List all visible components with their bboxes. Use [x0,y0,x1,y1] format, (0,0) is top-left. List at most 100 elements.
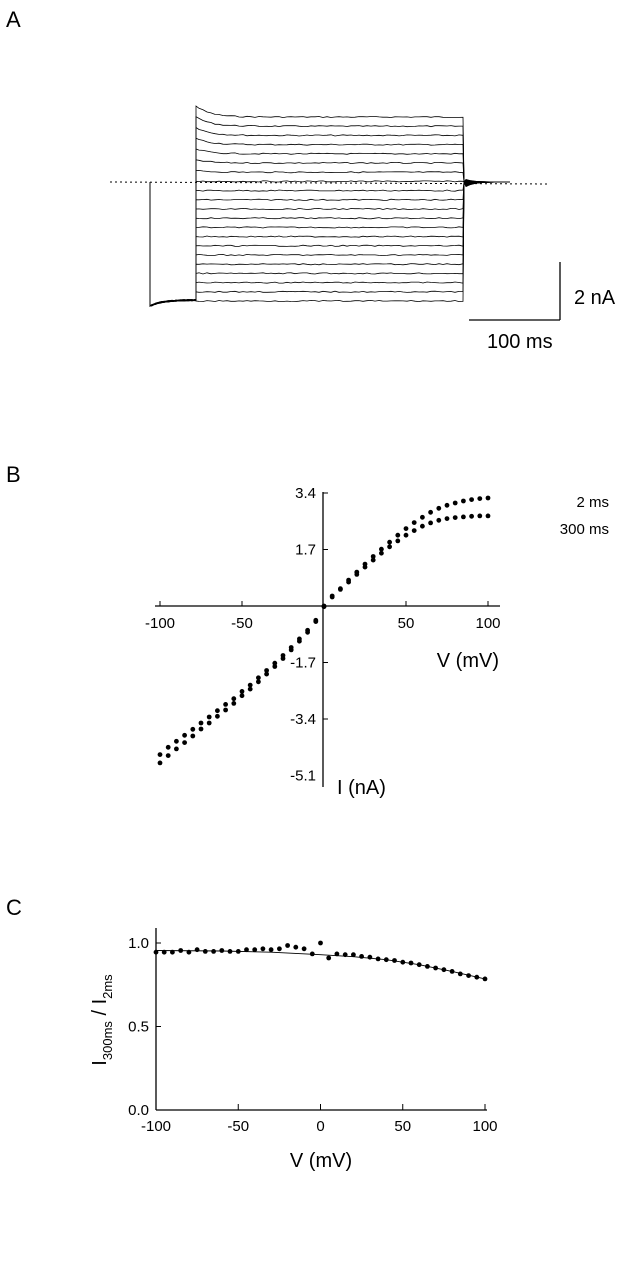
c-point [400,959,406,965]
b-point-300ms [387,544,392,550]
b-point-2ms [157,760,163,766]
b-point-300ms [452,515,458,520]
c-point [252,947,258,953]
c-y-axis-label: I300ms / I2ms [89,974,115,1066]
b-point-300ms [379,550,384,556]
b-point-300ms [272,660,278,666]
c-point [186,949,192,955]
c-x-tick-label: 50 [394,1118,411,1135]
c-point [359,954,364,959]
b-x-tick-label: 50 [398,615,415,632]
b-x-tick-label: -50 [231,615,253,632]
c-point [318,940,323,946]
c-y-tick-label: 0.5 [128,1019,149,1036]
b-point-2ms [370,554,376,559]
b-point-300ms [329,594,335,600]
c-point [244,947,249,953]
b-point-2ms [198,726,204,732]
b-point-2ms [256,679,261,685]
b-point-300ms [280,653,286,658]
b-point-300ms [370,557,376,563]
c-point [161,949,167,955]
current-trace [149,181,510,307]
c-point [211,949,217,954]
c-point [194,947,200,953]
b-point-2ms [264,671,269,677]
b-point-300ms [477,513,483,519]
b-point-300ms [403,532,409,538]
current-trace [149,181,510,307]
c-point [202,949,208,954]
b-point-2ms [174,746,179,752]
current-trace [149,180,510,307]
legend-label-2ms: 2 ms [576,494,609,511]
b-point-300ms [354,572,360,577]
b-point-300ms [288,645,294,650]
panel-b-iv-plot: -100 -50 50 100 3.4 1.7 -1.7 -3.4 -5.1 V (mV) I … [145,485,609,799]
b-point-300ms [256,675,261,681]
b-x-tick-label: -100 [145,615,175,632]
c-y-label-denominator-sub: 2ms [100,974,115,999]
b-point-300ms [444,516,450,521]
c-point [178,948,184,953]
b-point-2ms [411,520,417,525]
panel-letter-b: B [6,462,21,487]
baseline-dotted [109,181,551,185]
b-point-2ms [182,740,188,745]
b-point-300ms [469,513,474,519]
b-point-300ms [420,523,425,529]
c-point [293,944,299,950]
current-trace [149,126,510,307]
b-point-2ms [485,495,491,501]
c-x-tick-label: -50 [227,1118,249,1135]
b-point-2ms [420,514,425,520]
b-point-2ms [387,539,392,545]
c-point [375,956,381,962]
current-trace [149,181,510,307]
b-point-2ms [403,526,409,531]
b-point-300ms [165,744,171,750]
c-point [416,962,422,968]
b-point-2ms [272,664,278,669]
b-y-tick-label: -1.7 [290,655,316,672]
b-point-2ms [239,693,245,699]
panel-letter-c: C [6,895,22,920]
b-point-2ms [379,546,384,552]
c-point [235,949,241,954]
c-point [285,943,290,948]
panel-c-ratio-plot: -100 -50 0 50 100 1.0 0.5 0.0 V (mV) I300ms / I… [89,928,498,1172]
current-scale-label: 2 nA [574,287,616,309]
b-point-2ms [231,701,237,706]
b-point-300ms [338,587,343,592]
current-trace [149,181,510,307]
current-trace [149,180,510,307]
b-point-2ms [190,733,196,739]
c-point [457,971,463,977]
c-y-tick-label: 0.0 [128,1102,149,1119]
b-point-300ms [215,708,220,714]
c-point [408,960,414,966]
c-point [260,946,266,952]
c-y-tick-label: 1.0 [128,935,149,952]
c-point [383,957,389,963]
current-trace [149,137,510,307]
b-point-2ms [469,497,474,502]
c-point [277,946,282,952]
b-point-300ms [346,579,351,585]
b-point-300ms [239,689,245,694]
c-point [170,949,175,955]
b-point-300ms [182,732,188,738]
c-point [351,952,356,958]
b-point-2ms [436,505,442,511]
time-scale-label: 100 ms [487,331,553,353]
c-y-label-main: I [89,1060,111,1066]
b-point-2ms [165,753,171,758]
b-point-2ms [428,509,433,515]
b-point-300ms [321,604,327,610]
b-point-300ms [461,514,466,520]
c-point [466,973,471,978]
c-point [482,976,488,982]
c-point [153,949,159,955]
c-fit-curve [155,950,486,980]
